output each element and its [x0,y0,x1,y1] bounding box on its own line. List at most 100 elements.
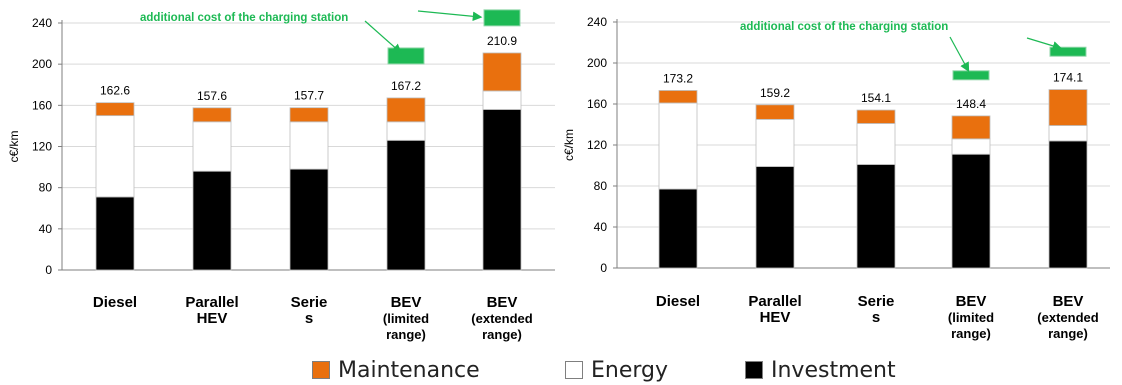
category-label: (limited [383,311,429,326]
annotation-arrow [949,36,970,73]
total-label: 210.9 [487,34,517,48]
annotation-arrow [417,10,483,22]
legend-item-investment: Investment [745,356,896,384]
y-tick-label: 240 [587,15,607,29]
category-label: Serie [291,294,328,311]
category-label: BEV [1053,293,1084,310]
y-tick-label: 200 [587,56,607,70]
category-label: HEV [760,309,791,326]
bar-energy [482,90,522,110]
category-label: s [305,310,313,327]
bar-investment [386,139,426,271]
category-label: BEV [391,294,422,311]
bar-maintenance [1048,89,1088,126]
y-tick-label: 40 [594,220,608,234]
legend-swatch-investment [745,361,763,379]
bar-energy [856,123,896,165]
bar-energy [1048,125,1088,142]
bar-maintenance [482,52,522,92]
y-tick-label: 80 [39,181,53,195]
bar-maintenance [386,97,426,123]
legend-label-maintenance: Maintenance [338,357,480,383]
bar-maintenance [755,104,795,120]
category-label: BEV [956,293,987,310]
bar-investment [289,168,329,271]
y-tick-label: 0 [45,263,52,277]
annotation-text: additional cost of the charging station [740,21,948,33]
y-axis-label: c€/km [7,130,21,162]
charging-station-bar [387,47,425,65]
legend-label-investment: Investment [771,357,896,383]
bar-investment [95,196,135,271]
total-label: 174.1 [1053,71,1083,85]
category-label: (extended [1037,310,1098,325]
bar-investment [951,153,991,269]
bar-investment [856,164,896,269]
y-axis-label: c€/km [562,129,576,161]
y-tick-label: 120 [32,140,52,154]
bar-energy [95,115,135,198]
bar-energy [951,138,991,155]
bar-maintenance [95,102,135,117]
annotation-arrow [364,20,402,54]
category-label: HEV [197,310,228,327]
bar-maintenance [289,107,329,123]
bar-maintenance [951,115,991,140]
bar-energy [386,121,426,141]
bar-investment [1048,140,1088,269]
annotation-text: additional cost of the charging station [140,12,348,24]
legend-label-energy: Energy [591,357,669,383]
category-label: s [872,309,880,326]
bar-investment [192,170,232,271]
chart-2: 0 40 80 120 160 200 240 c€/km 173.2 Diesel 159.2 Pa… [562,15,1110,341]
legend: Maintenance Energy Investment [0,356,1122,384]
legend-item-maintenance: Maintenance [312,356,480,384]
total-label: 154.1 [861,91,891,105]
category-label: (limited [948,310,994,325]
bar-energy [658,102,698,190]
total-label: 159.2 [760,86,790,100]
category-label: (extended [471,311,532,326]
y-tick-label: 240 [32,16,52,30]
bar-investment [755,166,795,269]
total-label: 167.2 [391,79,421,93]
category-label: Diesel [93,294,137,311]
y-tick-label: 200 [32,57,52,71]
y-tick-label: 160 [587,97,607,111]
charging-station-bar [483,9,521,27]
bar-energy [755,118,795,167]
charging-station-bar [1049,46,1087,57]
category-label: Parallel [185,294,238,311]
category-label: BEV [487,294,518,311]
bar-energy [289,121,329,170]
legend-item-energy: Energy [565,356,668,384]
total-label: 173.2 [663,71,693,85]
bar-energy [192,121,232,172]
category-label: range) [482,327,522,342]
category-label: range) [951,326,991,341]
category-label: Serie [858,293,895,310]
y-tick-label: 80 [594,179,608,193]
total-label: 148.4 [956,97,986,111]
legend-swatch-energy [565,361,583,379]
category-label: range) [386,327,426,342]
total-label: 162.6 [100,84,130,98]
bar-maintenance [192,107,232,123]
legend-swatch-maintenance [312,361,330,379]
chart-1: 0 40 80 120 160 200 240 c€/km 162.6 Diesel 157.6 Pa… [7,9,555,342]
y-tick-label: 40 [39,222,53,236]
category-label: Parallel [748,293,801,310]
category-label: Diesel [656,293,700,310]
charging-station-bar [952,70,990,81]
bar-maintenance [856,109,896,124]
total-label: 157.7 [294,89,324,103]
bar-maintenance [658,90,698,104]
category-label: range) [1048,326,1088,341]
y-tick-label: 120 [587,138,607,152]
y-tick-label: 160 [32,98,52,112]
bar-investment [482,109,522,271]
annotation-arrow [1026,37,1063,51]
bar-investment [658,188,698,269]
total-label: 157.6 [197,89,227,103]
